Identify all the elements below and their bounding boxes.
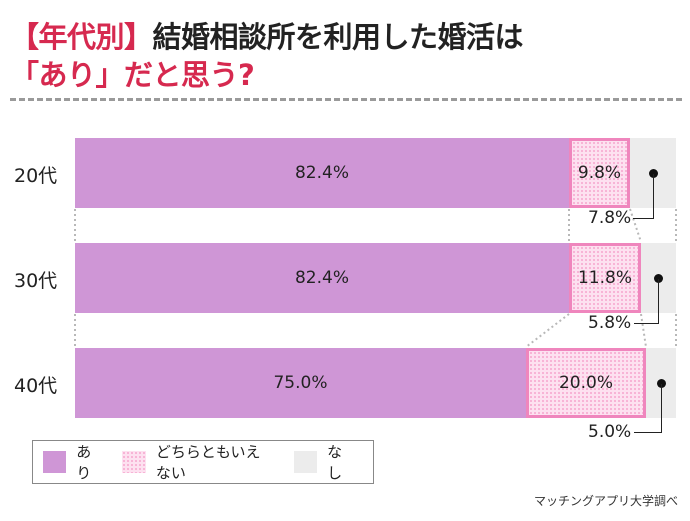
value-no: 5.8% — [588, 313, 632, 333]
chart-title-line-1: 【年代別】結婚相談所を利用した婚活は — [10, 14, 524, 56]
legend-item-yes: あり — [43, 441, 102, 483]
leader-line — [653, 174, 654, 218]
legend-item-no: なし — [293, 441, 353, 483]
title-quote: 「あり」 — [10, 58, 125, 92]
bar-30s: 82.4% 11.8% — [75, 243, 676, 313]
leader-line — [658, 279, 659, 323]
row-label-20s: 20代 — [14, 165, 58, 187]
value-neither: 9.8% — [577, 163, 622, 183]
bar-40s: 75.0% 20.0% — [75, 348, 676, 418]
title-question: だと思う? — [124, 58, 255, 92]
legend-swatch-no — [293, 451, 318, 473]
leader-dot — [657, 379, 666, 388]
bar-20s: 82.4% 9.8% — [75, 138, 676, 208]
legend-item-neither: どちらともいえない — [122, 441, 274, 483]
segment-yes: 82.4% — [75, 138, 569, 208]
legend-label: どちらともいえない — [155, 443, 261, 482]
leader-dot — [654, 274, 663, 283]
legend: あり どちらともいえない なし — [32, 440, 374, 484]
leader-line — [661, 384, 662, 432]
legend-label: あり — [76, 443, 92, 482]
value-no: 7.8% — [588, 208, 632, 228]
segment-yes: 75.0% — [75, 348, 526, 418]
source-credit: マッチングアプリ大学調べ — [533, 494, 678, 508]
legend-swatch-yes — [43, 451, 67, 473]
segment-neither: 9.8% — [569, 138, 630, 208]
leader-dot — [649, 169, 658, 178]
segment-neither: 11.8% — [569, 243, 641, 313]
leader-line — [633, 218, 654, 219]
legend-label: なし — [327, 443, 343, 482]
leader-line — [634, 432, 662, 433]
title-divider — [10, 98, 682, 101]
leader-line — [634, 323, 659, 324]
value-no: 5.0% — [588, 422, 632, 442]
value-yes: 82.4% — [294, 163, 350, 183]
segment-yes: 82.4% — [75, 243, 569, 313]
row-label-30s: 30代 — [14, 270, 58, 292]
row-label-40s: 40代 — [14, 375, 58, 397]
value-yes: 82.4% — [294, 268, 350, 288]
legend-swatch-neither — [122, 451, 146, 473]
value-yes: 75.0% — [273, 373, 328, 393]
segment-neither: 20.0% — [526, 348, 646, 418]
chart-title-line-2: 「あり」だと思う? — [10, 52, 255, 94]
value-neither: 20.0% — [558, 373, 614, 393]
value-neither: 11.8% — [577, 268, 633, 288]
title-text: 結婚相談所を利用した婚活は — [152, 20, 524, 54]
title-tag: 【年代別】 — [10, 20, 153, 54]
